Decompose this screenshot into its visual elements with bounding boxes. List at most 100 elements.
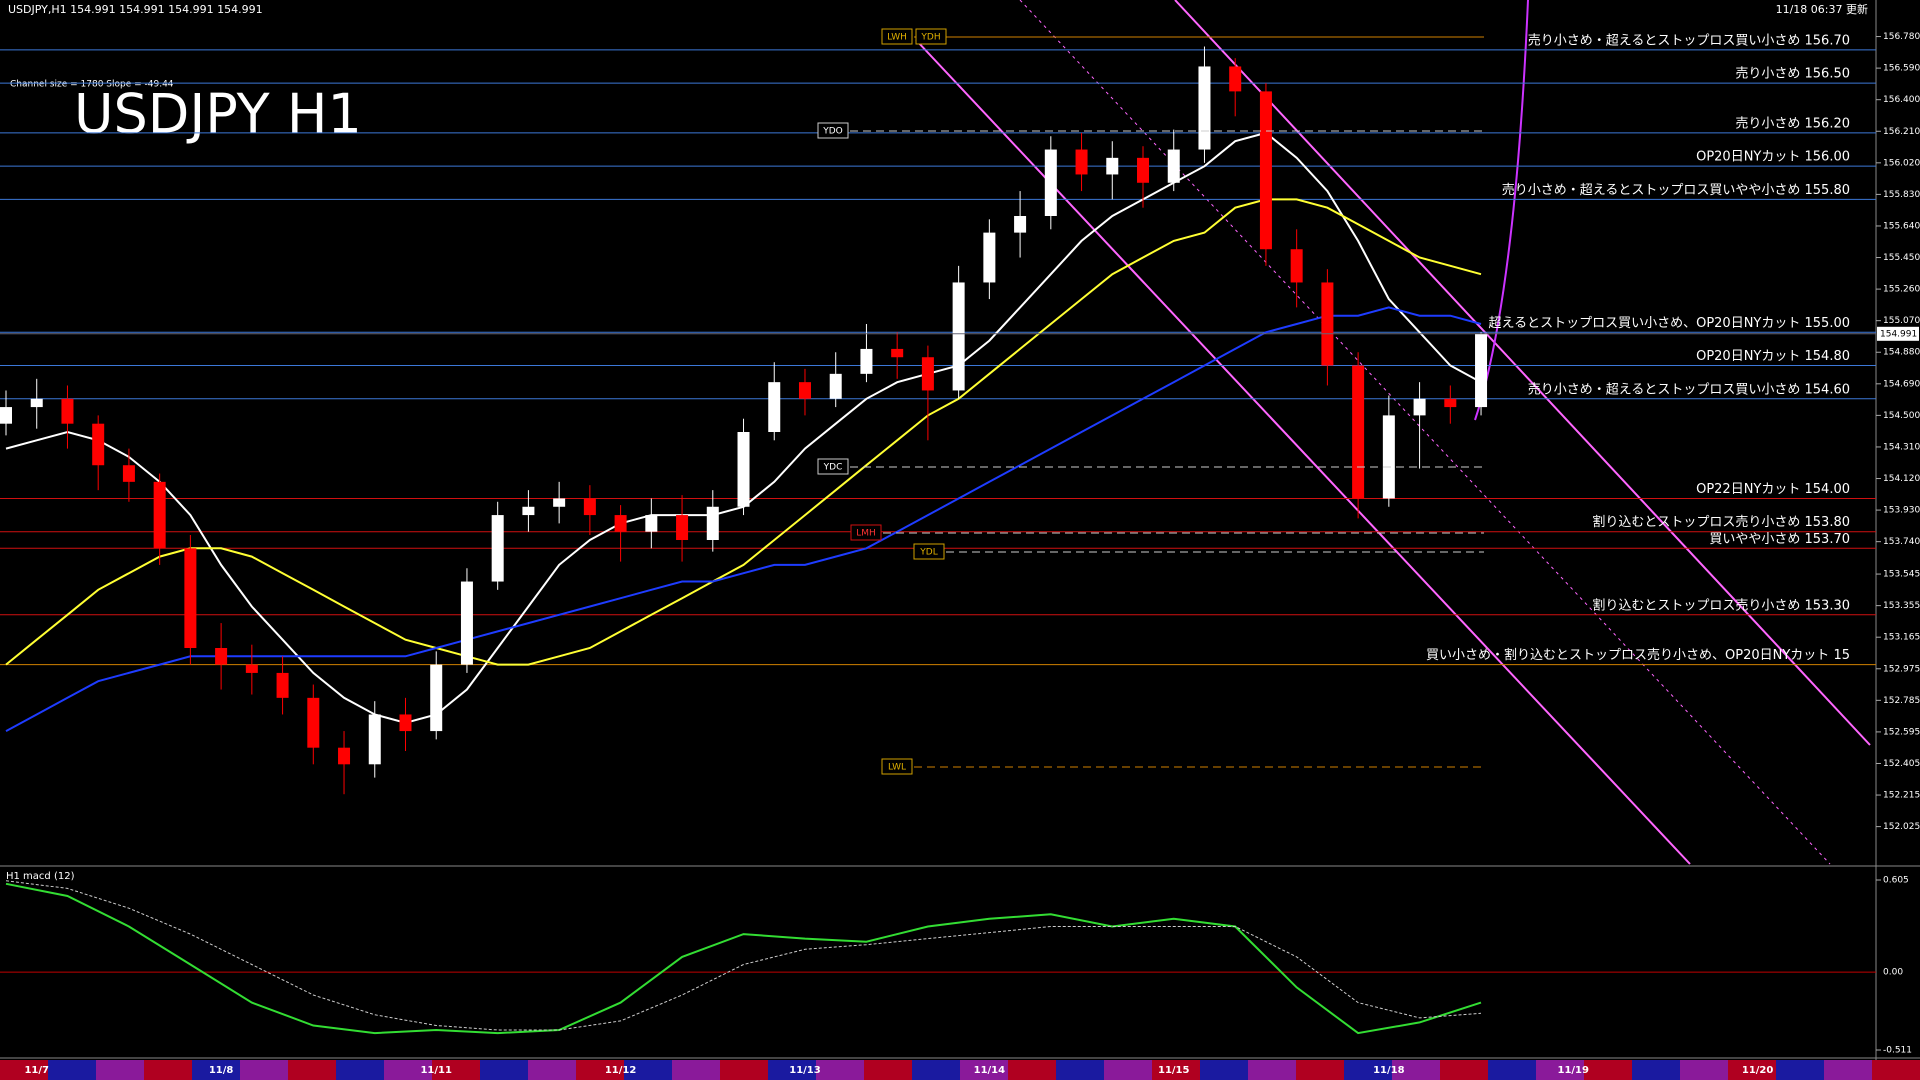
date-strip — [288, 1060, 336, 1080]
candle-body — [1290, 249, 1303, 283]
candle-body — [1137, 157, 1150, 183]
candle-body — [61, 398, 74, 424]
date-strip — [1536, 1060, 1584, 1080]
tag-box — [881, 758, 913, 775]
date-strip — [528, 1060, 576, 1080]
candle-body — [583, 498, 596, 516]
level-label: OP22日NYカット 154.00 — [1696, 482, 1850, 497]
current-price-box — [1877, 326, 1919, 341]
candle-body — [1352, 365, 1365, 499]
candle-body — [1321, 282, 1334, 366]
signal-line — [5, 880, 1482, 1031]
date-strip — [1104, 1060, 1152, 1080]
x-tick-label: 11/13 — [789, 1065, 821, 1076]
candle-body — [184, 548, 197, 648]
y-tick-label: -0.511 — [1883, 1046, 1912, 1056]
candle-body — [491, 515, 504, 582]
date-strip — [672, 1060, 720, 1080]
y-tick-label: 156.590 — [1883, 64, 1920, 74]
candle-body — [92, 423, 105, 466]
candle-body — [430, 664, 443, 732]
candle-body — [1475, 333, 1488, 408]
date-strip — [1776, 1060, 1824, 1080]
y-tick-label: 152.215 — [1883, 791, 1920, 801]
y-tick-label: 152.785 — [1883, 696, 1920, 706]
level-label: OP20日NYカット 156.00 — [1696, 150, 1850, 165]
y-tick-label: 153.740 — [1883, 537, 1920, 547]
date-strip — [336, 1060, 384, 1080]
y-tick-label: 0.00 — [1883, 968, 1903, 978]
candle-body — [891, 348, 904, 358]
date-strip — [1632, 1060, 1680, 1080]
date-strip — [192, 1060, 240, 1080]
date-strip — [240, 1060, 288, 1080]
y-tick-label: 154.690 — [1883, 379, 1920, 389]
candle-body — [1106, 157, 1119, 175]
y-tick-label: 155.640 — [1883, 221, 1920, 231]
chart-title: USDJPY H1 — [74, 83, 362, 146]
symbol-info: USDJPY,H1 154.991 154.991 154.991 154.99… — [8, 3, 263, 16]
date-strip — [1728, 1060, 1776, 1080]
level-label: 売り小さめ・超えるとストップロス買いやや小さめ 155.80 — [1502, 182, 1850, 198]
date-strip — [576, 1060, 624, 1080]
date-strip — [1248, 1060, 1296, 1080]
tag-label: YDO — [822, 127, 843, 137]
x-tick-label: 11/11 — [420, 1065, 452, 1076]
candle-body — [122, 465, 135, 482]
candle-body — [307, 697, 320, 748]
y-tick-label: 154.500 — [1883, 411, 1920, 421]
updated: 11/18 06:37 更新 — [1776, 2, 1868, 16]
candle-body — [614, 515, 627, 532]
date-strip — [720, 1060, 768, 1080]
level-label: 割り込むとストップロス売り小さめ 153.30 — [1592, 597, 1850, 613]
date-strip — [1200, 1060, 1248, 1080]
tag-box — [817, 122, 849, 139]
x-tick-label: 11/7 — [24, 1065, 49, 1076]
date-strip — [48, 1060, 96, 1080]
candle-body — [860, 348, 873, 374]
x-tick-label: 11/12 — [605, 1065, 637, 1076]
y-tick-label: 0.605 — [1883, 876, 1909, 886]
tag-label: YDC — [823, 463, 843, 473]
date-strip — [1344, 1060, 1392, 1080]
candle-body — [553, 498, 566, 507]
date-strip — [1296, 1060, 1344, 1080]
level-label: 割り込むとストップロス売り小さめ 153.80 — [1592, 514, 1850, 530]
y-tick-label: 155.260 — [1883, 285, 1920, 295]
candle-body — [1014, 216, 1027, 233]
candle-body — [276, 672, 289, 698]
tag-box — [817, 458, 849, 475]
y-tick-label: 152.595 — [1883, 727, 1920, 737]
tag-box — [915, 28, 947, 45]
candle-body — [338, 747, 351, 765]
y-tick-label: 153.355 — [1883, 601, 1920, 611]
tag-label: YDL — [919, 548, 937, 558]
x-tick-label: 11/8 — [209, 1065, 234, 1076]
date-strip — [0, 1060, 48, 1080]
level-label: 売り小さめ 156.50 — [1735, 66, 1850, 82]
date-strip — [384, 1060, 432, 1080]
tag-label: LWH — [887, 33, 907, 43]
level-label: 売り小さめ・超えるとストップロス買い小さめ 154.60 — [1528, 381, 1850, 397]
candle-body — [245, 664, 258, 673]
candle-body — [921, 357, 934, 391]
date-strip — [912, 1060, 960, 1080]
level-label: 売り小さめ・超えるとストップロス買い小さめ 156.70 — [1528, 32, 1850, 48]
level-label: 超えるとストップロス買い小さめ、OP20日NYカット 155.00 — [1488, 316, 1850, 331]
y-tick-label: 156.400 — [1883, 95, 1920, 105]
date-strip — [1440, 1060, 1488, 1080]
candle-body — [1198, 66, 1211, 150]
candle-body — [737, 432, 750, 507]
channel-mid — [1019, 0, 1831, 865]
date-strip — [1152, 1060, 1200, 1080]
x-tick-label: 11/15 — [1158, 1065, 1190, 1076]
y-tick-label: 153.165 — [1883, 633, 1920, 643]
date-strip — [1680, 1060, 1728, 1080]
candle-body — [1444, 398, 1457, 408]
x-tick-label: 11/18 — [1373, 1065, 1405, 1076]
macd-title: H1 macd (12) — [6, 871, 75, 882]
y-tick-label: 156.210 — [1883, 127, 1920, 137]
y-tick-label: 153.930 — [1883, 506, 1920, 516]
date-strip — [432, 1060, 480, 1080]
